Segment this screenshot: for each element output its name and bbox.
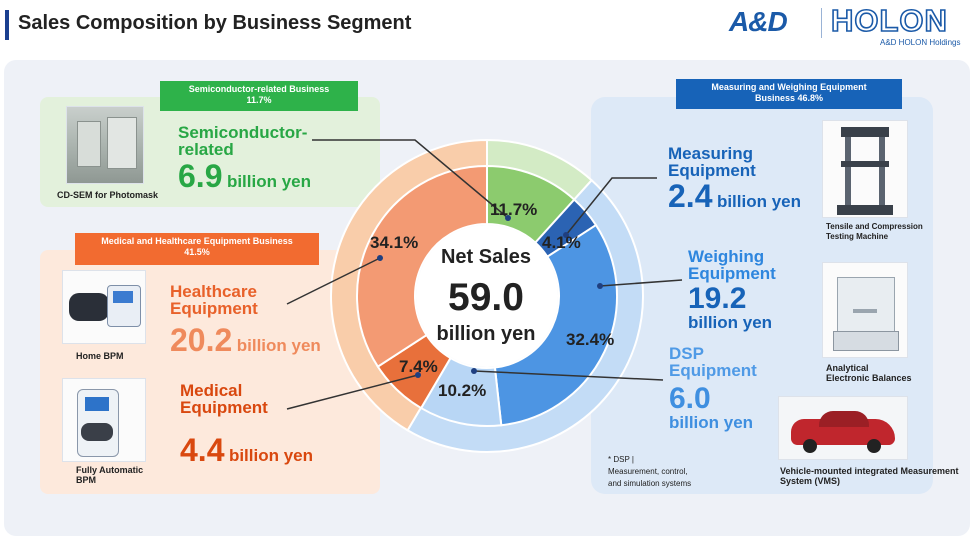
electronic-balance-caption: Analytical Electronic Balances xyxy=(826,363,912,383)
medical-name: Medical Equipment xyxy=(180,381,268,417)
measuring-tag-name: Measuring and Weighing Equipment xyxy=(711,82,867,92)
measuring-name: Measuring Equipment xyxy=(668,144,756,180)
pct-label-medical: 7.4% xyxy=(399,357,438,376)
net-sales-unit: billion yen xyxy=(436,323,536,345)
cd-sem-photo xyxy=(66,106,144,184)
testing-machine-caption: Tensile and Compression Testing Machine xyxy=(826,222,923,241)
weighing-value: 19.2 billion yen xyxy=(688,282,773,332)
dsp-footnote: * DSP | Measurement, control, and simula… xyxy=(608,455,692,488)
dsp-value: 6.0 billion yen xyxy=(669,382,754,432)
healthcare-name: Healthcare Equipment xyxy=(170,282,258,318)
company-logo-subtitle: A&D HOLON Holdings xyxy=(880,38,961,47)
medical-business-tag: Medical and Healthcare Equipment Busines… xyxy=(75,233,319,265)
testing-machine-photo xyxy=(822,120,908,218)
page-title: Sales Composition by Business Segment xyxy=(18,12,412,34)
medical-value: 4.4 billion yen xyxy=(180,432,313,468)
pct-label-semiconductor: 11.7% xyxy=(490,200,538,219)
healthcare-value: 20.2 billion yen xyxy=(170,322,321,358)
vehicle-photo xyxy=(778,396,908,460)
net-sales-value: 59.0 xyxy=(448,276,524,319)
semiconductor-business-tag: Semiconductor-related Business 11.7% xyxy=(160,81,358,111)
vehicle-caption: Vehicle-mounted integrated Measurement S… xyxy=(780,466,959,486)
pct-label-measuring: 4.1% xyxy=(542,233,581,252)
pct-label-healthcare: 34.1% xyxy=(370,233,419,252)
fully-automatic-bpm-photo xyxy=(62,378,146,462)
logo-divider xyxy=(821,8,822,38)
cd-sem-caption: CD-SEM for Photomask xyxy=(57,190,159,200)
medical-tag-name: Medical and Healthcare Equipment Busines… xyxy=(101,236,293,246)
net-sales-title: Net Sales xyxy=(440,246,532,268)
pct-label-dsp: 10.2% xyxy=(438,381,487,400)
measuring-value: 2.4 billion yen xyxy=(668,178,801,214)
measuring-tag-percent: Business 46.8% xyxy=(754,93,824,103)
title-accent-bar xyxy=(5,10,9,40)
home-bpm-photo xyxy=(62,270,146,344)
company-logo-ad: A&D xyxy=(729,6,788,37)
pct-label-weighing: 32.4% xyxy=(566,330,615,349)
semiconductor-name: Semiconductor- related xyxy=(178,123,308,159)
semiconductor-tag-name: Semiconductor-related Business xyxy=(188,84,330,94)
company-logo-holon: HOLON xyxy=(830,2,948,39)
semiconductor-value: 6.9 billion yen xyxy=(178,158,311,194)
weighing-name: Weighing Equipment xyxy=(688,247,776,283)
dsp-name: DSP Equipment xyxy=(669,344,757,380)
medical-tag-percent: 41.5% xyxy=(184,247,210,257)
fully-automatic-bpm-caption: Fully Automatic BPM xyxy=(76,465,144,485)
electronic-balance-photo xyxy=(822,262,908,358)
measuring-business-tag: Measuring and Weighing Equipment Busines… xyxy=(676,79,902,109)
home-bpm-caption: Home BPM xyxy=(76,351,124,361)
semiconductor-tag-percent: 11.7% xyxy=(246,95,272,105)
